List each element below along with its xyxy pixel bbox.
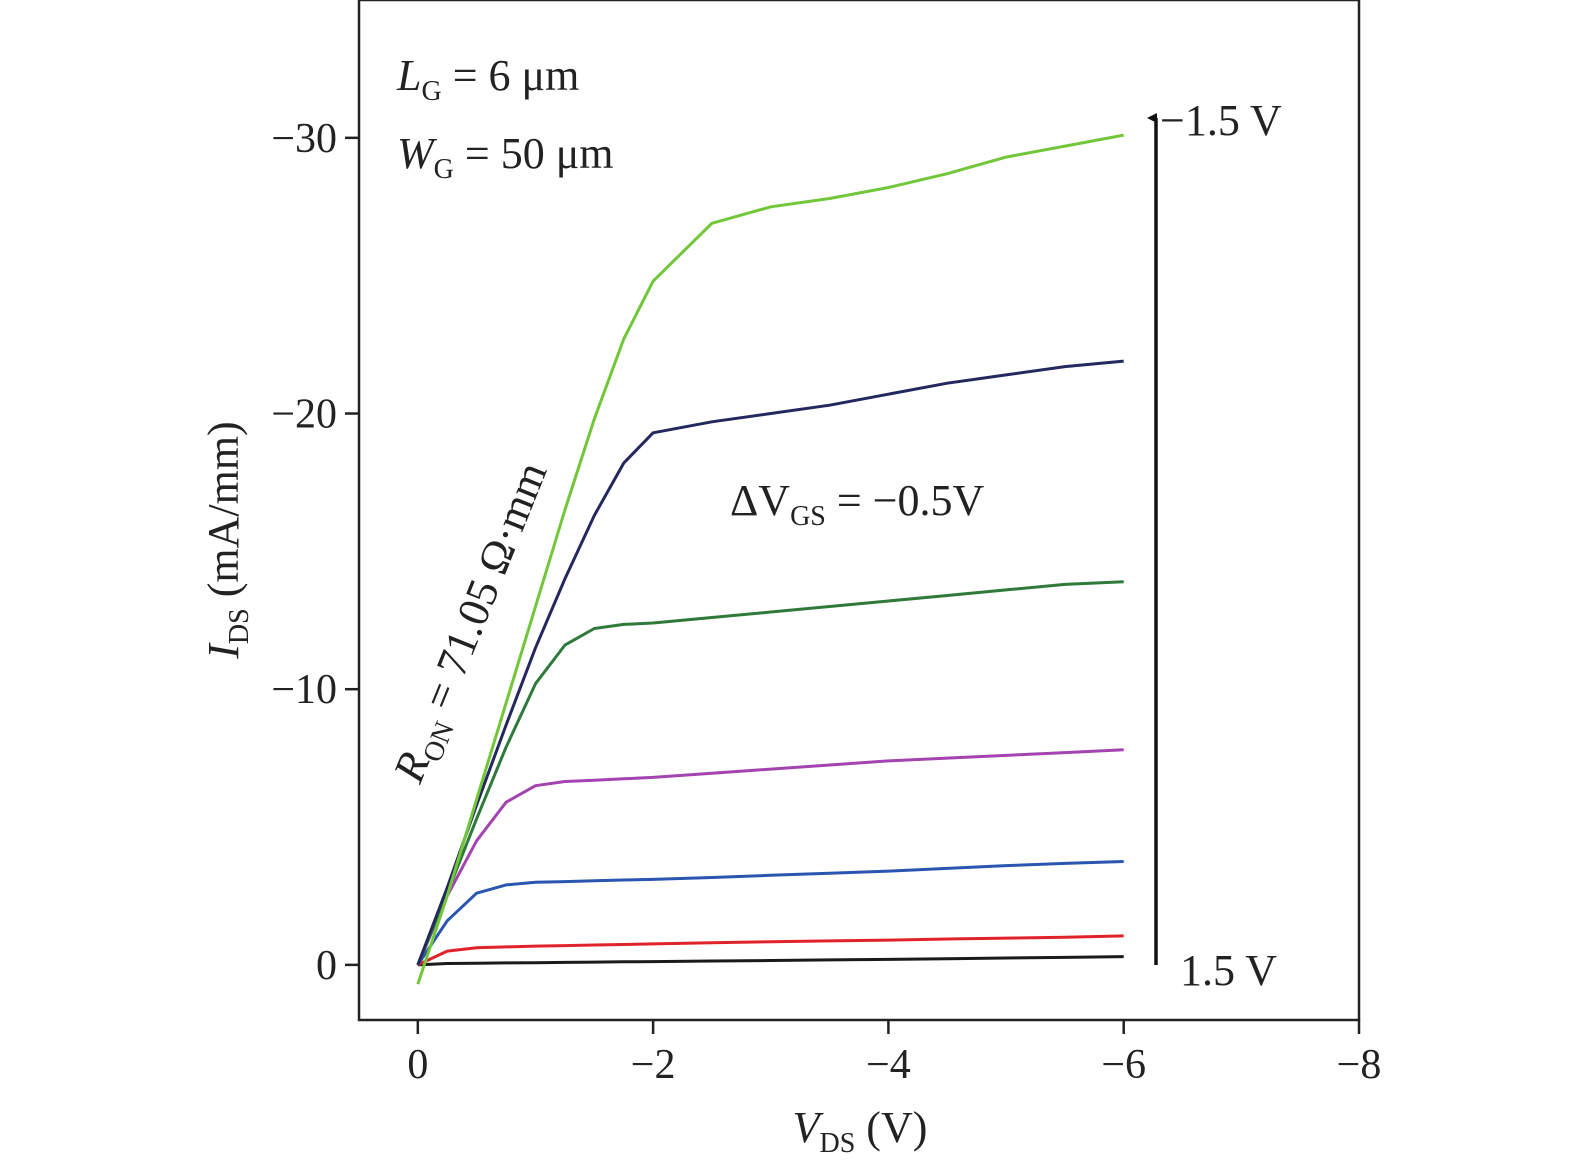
- curve: [416, 359, 1124, 966]
- curve: [417, 934, 1124, 967]
- curve: [416, 580, 1124, 966]
- y-tick-label: −30: [271, 116, 337, 162]
- annotation-ron: RON = 71.05 Ω·mm: [383, 455, 563, 792]
- text: = −0.5V: [826, 476, 985, 525]
- x-tick-label: 0: [407, 1042, 428, 1088]
- x-tick-label: −2: [631, 1042, 676, 1088]
- x-tick-label: −8: [1337, 1042, 1382, 1088]
- subscript: DS: [820, 1128, 856, 1159]
- subscript: GS: [790, 501, 826, 532]
- subscript: G: [421, 76, 441, 107]
- y-tick-label: 0: [316, 943, 337, 989]
- text: (V): [855, 1103, 927, 1152]
- curve: [416, 133, 1124, 985]
- y-axis-label: IDS (mA/mm): [199, 421, 255, 659]
- text: (mA/mm): [199, 421, 248, 608]
- y-tick-label: −10: [271, 667, 337, 713]
- arrow-label-bottom: 1.5 V: [1180, 946, 1277, 995]
- text: = 50 μm: [454, 129, 614, 178]
- text: = 6 μm: [442, 51, 580, 100]
- symbol: V: [793, 1103, 825, 1152]
- plot-frame: [357, 0, 1361, 1022]
- x-tick-label: −4: [866, 1042, 911, 1088]
- curve: [416, 748, 1124, 966]
- subscript: G: [434, 154, 454, 185]
- curve: [416, 860, 1124, 966]
- x-axis-label: VDS (V): [793, 1103, 928, 1159]
- symbol: W: [397, 129, 437, 178]
- annotation-dvgs: ΔVGS = −0.5V: [730, 476, 985, 532]
- y-tick-label: −20: [271, 392, 337, 438]
- symbol: L: [396, 51, 421, 100]
- symbol: ΔV: [730, 476, 790, 525]
- annotation-wg: WG = 50 μm: [397, 129, 614, 185]
- arrow-label-top: −1.5 V: [1160, 96, 1282, 145]
- annotation-lg: LG = 6 μm: [396, 51, 579, 107]
- curve: [417, 955, 1124, 967]
- subscript: DS: [224, 608, 255, 644]
- symbol: I: [199, 642, 248, 660]
- x-tick-label: −6: [1101, 1042, 1146, 1088]
